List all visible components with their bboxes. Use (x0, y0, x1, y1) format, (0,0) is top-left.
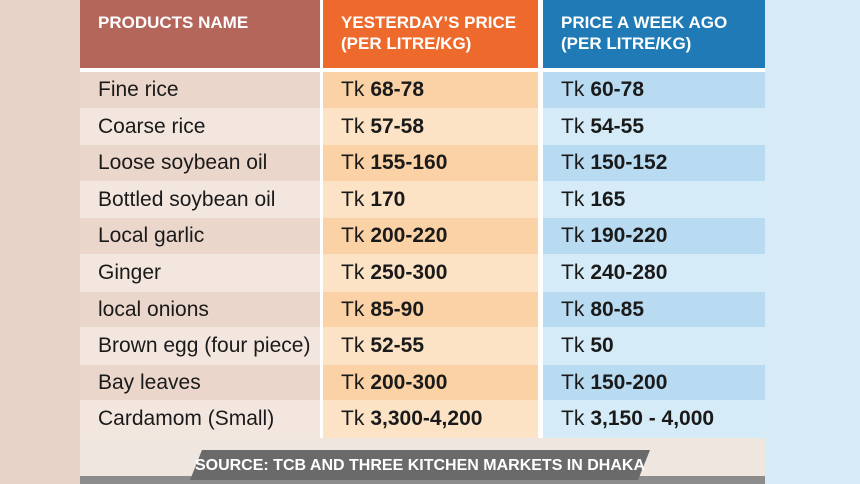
table-cell: Tk 54-55 (543, 108, 765, 145)
source-shape (190, 450, 650, 480)
price: 150-152 (590, 151, 668, 175)
table-cell: Tk 150-200 (543, 364, 765, 401)
currency: Tk (341, 334, 365, 358)
currency: Tk (341, 370, 365, 394)
product-name: Brown egg (four piece) (98, 334, 311, 358)
price: 3,150 - 4,000 (590, 407, 715, 431)
currency: Tk (561, 114, 585, 138)
header-label: PRODUCTS NAME (98, 13, 249, 32)
currency: Tk (341, 297, 365, 321)
currency: Tk (561, 187, 585, 211)
table-cell: Tk 80-85 (543, 291, 765, 328)
column-header: PRODUCTS NAME (80, 0, 320, 68)
table-cell: Tk 3,300-4,200 (323, 401, 538, 437)
currency: Tk (561, 370, 585, 394)
product-name: Coarse rice (98, 114, 206, 138)
table-cell: Fine rice (80, 72, 320, 108)
header-label: YESTERDAY’S PRICE (341, 13, 517, 32)
price: 150-200 (590, 370, 668, 394)
currency: Tk (341, 151, 365, 175)
table-cell: Tk 165 (543, 181, 765, 218)
price: 85-90 (370, 297, 425, 321)
table-cell: Tk 200-300 (323, 364, 538, 401)
product-name: Fine rice (98, 78, 179, 101)
header-sub: (PER LITRE/KG) (341, 34, 472, 53)
table-cell: Tk 190-220 (543, 218, 765, 254)
currency: Tk (341, 407, 365, 431)
price: 200-300 (370, 370, 448, 394)
table-cell: Tk 60-78 (543, 72, 765, 108)
price: 68-78 (370, 78, 425, 101)
table-cell: Bay leaves (80, 364, 320, 401)
price: 57-58 (370, 114, 425, 138)
table-cell: Tk 170 (323, 181, 538, 218)
table-cell: Tk 150-152 (543, 145, 765, 181)
source-text: SOURCE: TCB AND THREE KITCHEN MARKETS IN… (195, 457, 646, 474)
product-name: Bottled soybean oil (98, 187, 276, 211)
currency: Tk (561, 334, 585, 358)
table-cell: Loose soybean oil (80, 145, 320, 181)
column-header: YESTERDAY’S PRICE (PER LITRE/KG) (323, 0, 538, 68)
source-banner: SOURCE: TCB AND THREE KITCHEN MARKETS IN… (190, 450, 650, 480)
table-cell: Tk 155-160 (323, 145, 538, 181)
price: 50 (590, 334, 614, 358)
table-cell: Tk 250-300 (323, 255, 538, 291)
table-cell: Cardamom (Small) (80, 401, 320, 437)
table-cell: Tk 50 (543, 328, 765, 364)
currency: Tk (561, 78, 585, 101)
footer-strip (80, 476, 765, 484)
table-cell: Ginger (80, 255, 320, 291)
currency: Tk (341, 187, 365, 211)
currency: Tk (341, 114, 365, 138)
product-name: Local garlic (98, 224, 205, 248)
price: 250-300 (370, 261, 448, 284)
currency: Tk (561, 407, 585, 431)
price: 200-220 (370, 224, 448, 248)
table-cell: Local garlic (80, 218, 320, 254)
currency: Tk (341, 224, 365, 248)
currency: Tk (341, 78, 365, 101)
table-cell: Tk 200-220 (323, 218, 538, 254)
product-name: Bay leaves (98, 370, 201, 394)
product-name: Loose soybean oil (98, 151, 268, 175)
table-cell: local onions (80, 291, 320, 328)
product-name: Cardamom (Small) (98, 407, 275, 431)
table-cell: Tk 68-78 (323, 72, 538, 108)
currency: Tk (561, 297, 585, 321)
currency: Tk (561, 151, 585, 175)
price: 60-78 (590, 78, 645, 101)
currency: Tk (341, 261, 365, 284)
price: 165 (590, 187, 626, 211)
price: 170 (370, 187, 406, 211)
table-cell: Tk 240-280 (543, 255, 765, 291)
table-cell: Tk 85-90 (323, 291, 538, 328)
table-cell: Tk 3,150 - 4,000 (543, 401, 765, 437)
product-name: Ginger (98, 261, 162, 284)
right-margin (765, 0, 860, 484)
header-label: PRICE A WEEK AGO (561, 13, 728, 32)
table-cell: Brown egg (four piece) (80, 328, 320, 364)
price: 190-220 (590, 224, 668, 248)
price: 80-85 (590, 297, 645, 321)
product-name: local onions (98, 297, 209, 321)
table-cell: Tk 52-55 (323, 328, 538, 364)
price: 52-55 (370, 334, 425, 358)
currency: Tk (561, 224, 585, 248)
table-cell: Bottled soybean oil (80, 181, 320, 218)
table-cell: Coarse rice (80, 108, 320, 145)
currency: Tk (561, 261, 585, 284)
price: 3,300-4,200 (370, 407, 483, 431)
table-cell: Tk 57-58 (323, 108, 538, 145)
price: 240-280 (590, 261, 668, 284)
left-margin (0, 0, 80, 484)
column-header: PRICE A WEEK AGO (PER LITRE/KG) (543, 0, 765, 68)
header-sub: (PER LITRE/KG) (561, 34, 692, 53)
price: 155-160 (370, 151, 448, 175)
price: 54-55 (590, 114, 645, 138)
